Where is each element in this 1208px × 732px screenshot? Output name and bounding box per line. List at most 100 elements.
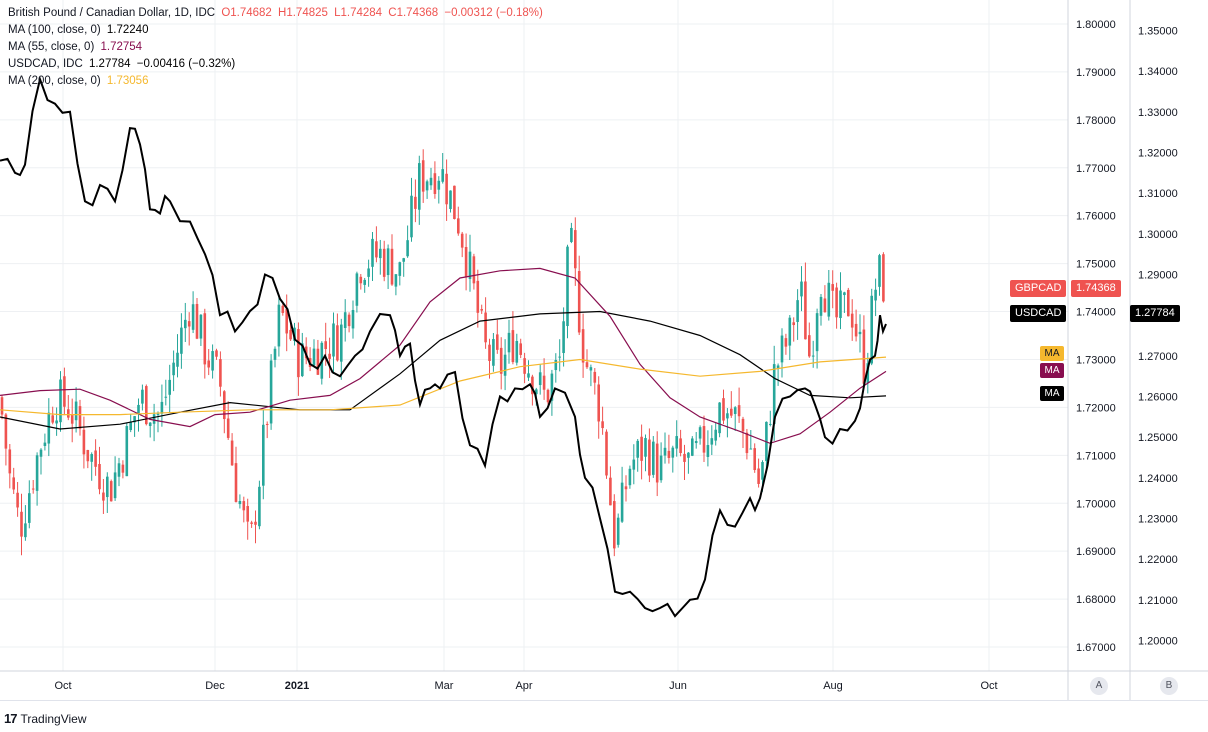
tradingview-logo-icon: 17 — [4, 711, 18, 726]
right-axis-tick-label: 1.30000 — [1138, 229, 1178, 241]
candle-body — [316, 348, 320, 375]
candle-body — [636, 440, 639, 458]
candle-body — [808, 335, 811, 357]
scale-b-button[interactable]: B — [1160, 677, 1178, 695]
candle-body — [258, 486, 261, 527]
candle-body — [199, 314, 203, 339]
x-tick-label: Jun — [669, 680, 687, 692]
candle-body — [480, 309, 483, 311]
tradingview-logo[interactable]: 17 TradingView — [4, 711, 87, 726]
right-axis-tick-label: 1.25000 — [1138, 432, 1178, 444]
candle-body — [874, 289, 877, 301]
candle-body — [109, 481, 113, 502]
legend-ma55-value: 1.72754 — [100, 41, 143, 53]
candle-body — [457, 218, 460, 234]
right-axis-tick-label: 1.26000 — [1138, 392, 1178, 404]
candle-body — [336, 325, 339, 361]
candle-body — [691, 438, 694, 456]
right-axis-tick-label: 1.24000 — [1138, 473, 1178, 485]
candle-body — [484, 312, 487, 343]
legend-ma55-label: MA (55, close, 0) — [8, 41, 95, 53]
candle-body — [297, 329, 300, 378]
candle-body — [749, 448, 753, 450]
left-axis-tick-label: 1.76000 — [1076, 211, 1116, 223]
candle-body — [577, 271, 581, 333]
legend-usdcad-change: −0.00416 (−0.32%) — [136, 58, 236, 70]
candle-body — [831, 284, 834, 291]
left-axis-tick-label: 1.67000 — [1076, 642, 1116, 654]
candle-body — [616, 517, 620, 545]
candle-body — [390, 248, 394, 285]
right-axis-tick-label: 1.35000 — [1138, 26, 1178, 38]
candle-body — [882, 254, 885, 302]
candle-body — [585, 362, 589, 368]
candle-body — [289, 329, 292, 340]
candle-body — [624, 486, 628, 490]
candle-body — [172, 362, 175, 376]
candle-body — [667, 450, 671, 458]
right-axis-tick-label: 1.21000 — [1138, 595, 1178, 607]
candle-body — [121, 464, 125, 473]
candle-body — [223, 391, 226, 420]
ma55-line — [0, 267, 887, 444]
usdcad-line — [0, 75, 887, 618]
candle-body — [745, 432, 749, 454]
legend-ma100[interactable]: MA (100, close, 0) 1.72240 — [8, 22, 543, 39]
candle-body — [94, 450, 97, 467]
grid — [0, 0, 1068, 671]
candle-body — [496, 334, 499, 350]
candle-body — [425, 181, 429, 191]
candle-body — [652, 441, 655, 475]
candle-body — [63, 376, 66, 407]
candle-body — [870, 295, 873, 364]
legend-ma100-label: MA (100, close, 0) — [8, 24, 101, 36]
legend-ma200[interactable]: MA (200, close, 0) 1.73056 — [8, 73, 543, 90]
tradingview-logo-text: TradingView — [20, 711, 87, 726]
candle-body — [445, 173, 448, 205]
candle-body — [421, 160, 425, 192]
candle-body — [839, 290, 842, 319]
candle-body — [718, 402, 721, 434]
candle-body — [35, 455, 39, 491]
x-tick-label: Mar — [435, 680, 454, 692]
candle-body — [507, 332, 511, 353]
candle-body — [499, 347, 503, 374]
candle-body — [418, 163, 421, 210]
candle-body — [102, 492, 105, 501]
candle-body — [207, 360, 210, 368]
candle-body — [90, 454, 93, 462]
candle-body — [511, 330, 515, 363]
candle-body — [558, 356, 561, 358]
candle-body — [382, 248, 386, 277]
price-axes: Oct Dec 2021 Mar Apr Jun Aug Oct 1.80000 1.79000 1… — [0, 0, 1208, 700]
candle-body — [531, 376, 534, 395]
legend-ma100-value: 1.72240 — [106, 24, 149, 36]
candle-body — [246, 506, 249, 522]
candle-body — [468, 251, 472, 279]
legend-usdcad[interactable]: USDCAD, IDC 1.27784 −0.00416 (−0.32%) — [8, 56, 543, 73]
candle-body — [351, 310, 355, 329]
candle-body — [265, 423, 269, 425]
candle-body — [394, 274, 398, 287]
candle-body — [538, 372, 542, 386]
chart-canvas[interactable]: Oct Dec 2021 Mar Apr Jun Aug Oct 1.80000 1.79000 1… — [0, 0, 1208, 700]
candle-body — [589, 367, 593, 371]
legend-ma55[interactable]: MA (55, close, 0) 1.72754 — [8, 39, 543, 56]
candle-body — [613, 501, 616, 549]
candle-body — [39, 449, 43, 457]
x-tick-label: 2021 — [285, 680, 309, 692]
candle-body — [277, 304, 281, 347]
ma100-tag: MA — [1040, 386, 1064, 401]
scale-a-button[interactable]: A — [1090, 677, 1108, 695]
right-axis-tick-label: 1.20000 — [1138, 636, 1178, 648]
candle-body — [98, 464, 101, 490]
candle-body — [823, 298, 827, 313]
left-axis-tick-label: 1.75000 — [1076, 259, 1116, 271]
candle-body — [371, 238, 374, 267]
candle-body — [211, 351, 214, 371]
candle-body — [152, 414, 156, 424]
chart-legend: British Pound / Canadian Dollar, 1D, IDC… — [8, 5, 543, 90]
candle-body — [398, 262, 402, 276]
candle-body — [620, 482, 624, 522]
candle-body — [347, 314, 351, 327]
